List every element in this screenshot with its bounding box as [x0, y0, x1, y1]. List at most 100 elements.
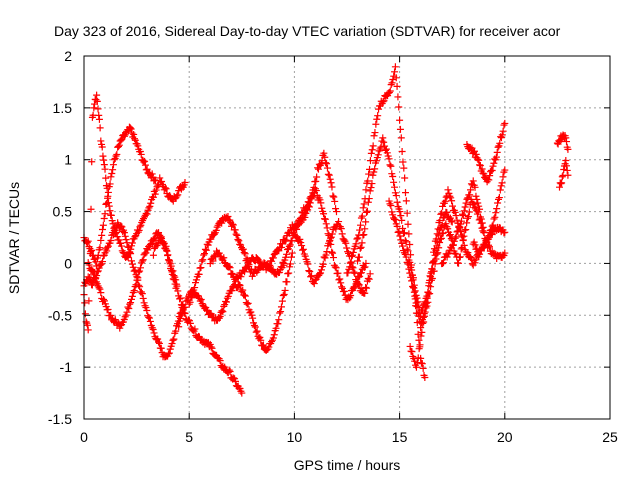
data-point [249, 314, 257, 322]
x-tick-label: 0 [80, 429, 88, 445]
data-point [107, 211, 115, 219]
data-point [304, 260, 312, 268]
data-point [332, 264, 340, 272]
data-point [397, 236, 405, 244]
data-point [412, 363, 420, 371]
data-point [168, 270, 176, 278]
data-point [369, 171, 377, 179]
data-point [120, 229, 128, 237]
data-point [363, 284, 371, 292]
data-point [304, 198, 312, 206]
data-point [563, 138, 571, 146]
data-point [391, 216, 399, 224]
data-point [90, 271, 98, 279]
plot-frame [83, 55, 611, 420]
data-point [340, 236, 348, 244]
data-point [100, 297, 108, 305]
data-point [122, 236, 130, 244]
data-point [342, 239, 350, 247]
data-point [121, 313, 129, 321]
data-point [186, 319, 194, 327]
data-point [210, 230, 218, 238]
data-point [380, 138, 388, 146]
data-point [405, 265, 413, 273]
data-point [122, 311, 130, 319]
data-point [195, 270, 203, 278]
data-point [181, 303, 189, 311]
data-point [301, 252, 309, 260]
data-point [421, 374, 429, 382]
data-point [293, 225, 301, 233]
data-point [297, 239, 305, 247]
data-point [145, 313, 153, 321]
data-point [480, 243, 488, 251]
data-point [352, 240, 360, 248]
data-point [98, 143, 106, 151]
data-point [110, 156, 118, 164]
data-point [329, 249, 337, 257]
data-point [337, 225, 345, 233]
data-point [115, 142, 123, 150]
data-point [247, 308, 255, 316]
data-point [231, 377, 239, 385]
data-point [224, 292, 232, 300]
data-point [115, 141, 123, 149]
series-sat-q [469, 166, 509, 258]
data-point [253, 327, 261, 335]
data-point [404, 260, 412, 268]
data-point [297, 214, 305, 222]
data-point [292, 233, 300, 241]
data-point [556, 183, 564, 191]
data-point [285, 269, 293, 277]
data-point [149, 251, 157, 259]
x-tick-labels: 0 5 10 15 20 25 [80, 429, 618, 445]
data-point [497, 182, 505, 190]
data-point [560, 166, 568, 174]
data-point [364, 177, 372, 185]
data-point [499, 173, 507, 181]
data-point [250, 321, 258, 329]
x-tick-label: 20 [497, 429, 513, 445]
data-point [326, 234, 334, 242]
data-point [280, 261, 288, 269]
data-point [393, 198, 401, 206]
data-point [385, 155, 393, 163]
data-point [101, 210, 109, 218]
data-point [402, 238, 410, 246]
data-point [395, 227, 403, 235]
data-point [125, 305, 133, 313]
data-point [447, 217, 455, 225]
data-point [424, 288, 432, 296]
data-point [170, 335, 178, 343]
data-point [152, 176, 160, 184]
data-point [223, 294, 231, 302]
data-point [137, 288, 145, 296]
data-marks [80, 63, 572, 397]
data-point [317, 269, 325, 277]
data-point [366, 157, 374, 165]
data-point [240, 249, 248, 257]
data-point [283, 250, 291, 258]
data-point [323, 248, 331, 256]
data-point [462, 199, 470, 207]
data-point [351, 269, 359, 277]
data-point [191, 284, 199, 292]
data-point [486, 172, 494, 180]
data-point [443, 253, 451, 261]
data-point [457, 245, 465, 253]
data-point [107, 236, 115, 244]
data-point [131, 136, 139, 144]
data-point [488, 222, 496, 230]
data-point [129, 288, 137, 296]
data-point [143, 165, 151, 173]
data-point [257, 336, 265, 344]
data-point [93, 268, 101, 276]
data-point [288, 237, 296, 245]
data-point [406, 269, 414, 277]
data-point [402, 253, 410, 261]
data-point [448, 218, 456, 226]
data-point [444, 225, 452, 233]
data-point [173, 192, 181, 200]
data-point [413, 359, 421, 367]
data-point [236, 281, 244, 289]
